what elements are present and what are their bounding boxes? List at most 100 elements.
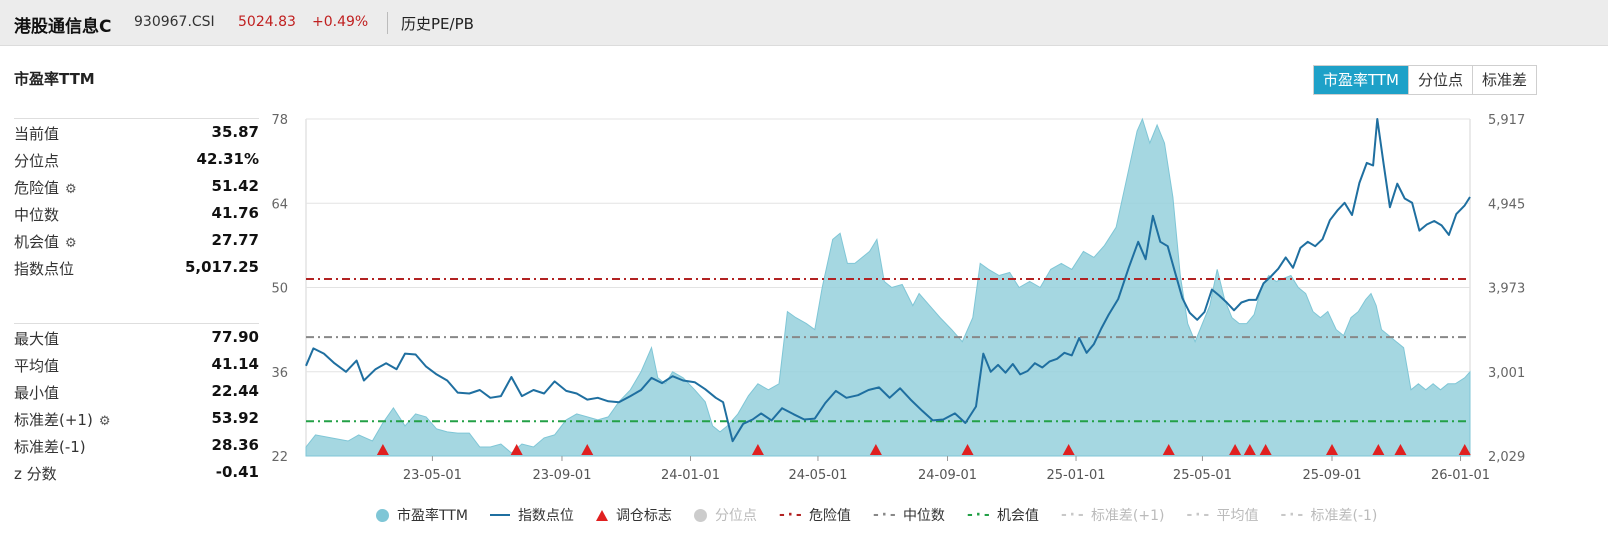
rebalance-marker <box>1243 444 1256 455</box>
legend-item[interactable]: 分位点 <box>693 505 757 525</box>
header-bar: 港股通信息C 930967.CSI 5024.83 +0.49% 历史PE/PB <box>0 0 1608 46</box>
legend-marker: - · - <box>1186 507 1210 523</box>
legend-item[interactable]: - · - 标准差(-1) <box>1281 505 1378 525</box>
stat-label: 当前值 <box>14 125 60 143</box>
x-tick-label: 25-09-01 <box>1302 468 1361 483</box>
legend-label: 市盈率TTM <box>397 508 468 524</box>
y-right-tick-label: 3,001 <box>1488 366 1525 381</box>
legend-item[interactable]: 市盈率TTM <box>376 505 468 525</box>
legend-marker: - · - <box>872 507 896 523</box>
stat-label: 机会值 ⚙ <box>14 233 77 251</box>
y-right-tick-label: 5,917 <box>1488 113 1525 128</box>
legend-marker <box>693 508 707 522</box>
stat-row: 平均值 41.14 <box>14 351 259 378</box>
stat-value: 22.44 <box>211 382 259 400</box>
stat-row: z 分数 -0.41 <box>14 459 259 486</box>
legend-label: 中位数 <box>902 508 945 524</box>
tab-pe-ttm[interactable]: 市盈率TTM <box>1314 66 1409 94</box>
index-price: 5024.83 <box>238 14 296 30</box>
stat-label: z 分数 <box>14 465 57 483</box>
rebalance-marker <box>1259 444 1272 455</box>
stat-value: 53.92 <box>211 409 259 427</box>
gear-icon[interactable]: ⚙ <box>98 414 111 429</box>
legend-item[interactable]: - · - 危险值 <box>779 505 851 525</box>
legend-marker: - · - <box>1280 507 1304 523</box>
legend-item[interactable]: 调仓标志 <box>595 505 672 525</box>
chart-legend: 市盈率TTM 指数点位 调仓标志 分位点 - · - 危险值 - · - 中位数 - · - 机会… <box>376 504 1399 526</box>
gear-icon[interactable]: ⚙ <box>65 182 77 197</box>
legend-item[interactable]: - · - 机会值 <box>967 505 1039 525</box>
rebalance-marker <box>1458 444 1471 455</box>
metric-tabs: 市盈率TTM 分位点 标准差 <box>1313 65 1538 95</box>
legend-label: 危险值 <box>808 508 851 524</box>
tab-percentile[interactable]: 分位点 <box>1408 66 1473 94</box>
index-change: +0.49% <box>312 14 369 30</box>
y-left-tick-label: 36 <box>271 366 288 381</box>
stat-row: 标准差(-1) 28.36 <box>14 432 259 459</box>
pe-ttm-area <box>305 117 1471 457</box>
stat-row: 中位数 41.76 <box>14 200 259 227</box>
legend-marker: - · - <box>1060 507 1084 523</box>
history-pe-pb-link[interactable]: 历史PE/PB <box>401 15 474 33</box>
legend-marker <box>595 509 608 521</box>
rebalance-marker <box>581 444 594 455</box>
legend-item[interactable]: - · - 中位数 <box>873 505 945 525</box>
stat-value: 42.31% <box>196 150 259 168</box>
stat-row: 分位点 42.31% <box>14 146 259 173</box>
legend-item[interactable]: - · - 标准差(+1) <box>1061 505 1165 525</box>
legend-label: 指数点位 <box>517 508 574 524</box>
stat-label: 标准差(+1) ⚙ <box>14 411 111 429</box>
stat-value: 35.87 <box>211 123 259 141</box>
header-divider <box>387 12 388 34</box>
stat-row: 危险值 ⚙ 51.42 <box>14 173 259 200</box>
stat-label: 分位点 <box>14 152 60 170</box>
pe-chart: 22 36 50 64 78 2,029 3,001 3,973 4,945 5,917 23-05… <box>271 113 1525 483</box>
x-tick-label: 23-09-01 <box>532 468 591 483</box>
stat-value: 77.90 <box>211 328 259 346</box>
stat-label: 最小值 <box>14 384 60 402</box>
stat-row: 最小值 22.44 <box>14 378 259 405</box>
legend-label: 调仓标志 <box>615 508 672 524</box>
legend-label: 分位点 <box>714 508 757 524</box>
x-tick-label: 24-01-01 <box>661 468 720 483</box>
stat-label: 危险值 ⚙ <box>14 179 77 197</box>
rebalance-marker <box>869 444 882 455</box>
legend-label: 平均值 <box>1216 508 1259 524</box>
gear-icon[interactable]: ⚙ <box>65 236 77 251</box>
legend-item[interactable]: 指数点位 <box>489 505 574 525</box>
legend-marker <box>489 514 510 516</box>
stat-label: 平均值 <box>14 357 60 375</box>
rebalance-marker <box>376 444 389 455</box>
legend-label: 机会值 <box>996 508 1039 524</box>
index-name: 港股通信息C <box>14 17 112 37</box>
stat-label: 中位数 <box>14 206 60 224</box>
stat-value: 41.14 <box>211 355 259 373</box>
stat-row: 指数点位 5,017.25 <box>14 254 259 281</box>
y-left-tick-label: 22 <box>271 450 288 465</box>
stat-value: 27.77 <box>211 231 259 249</box>
rebalance-marker <box>1394 444 1407 455</box>
rebalance-marker <box>961 444 974 455</box>
stat-label: 最大值 <box>14 330 60 348</box>
y-right-tick-label: 3,973 <box>1488 282 1525 297</box>
tab-std-dev[interactable]: 标准差 <box>1472 66 1537 94</box>
legend-item[interactable]: - · - 平均值 <box>1187 505 1259 525</box>
legend-label: 标准差(-1) <box>1310 508 1378 524</box>
y-right-tick-label: 4,945 <box>1488 197 1525 212</box>
legend-marker: - · - <box>966 507 990 523</box>
x-tick-label: 26-01-01 <box>1431 468 1490 483</box>
stat-row: 标准差(+1) ⚙ 53.92 <box>14 405 259 432</box>
x-tick-label: 24-09-01 <box>918 468 977 483</box>
rebalance-marker <box>1372 444 1385 455</box>
index-level-line <box>305 118 1471 443</box>
stat-value: 5,017.25 <box>184 258 259 276</box>
rebalance-marker <box>1326 444 1339 455</box>
y-left-tick-label: 50 <box>271 282 288 297</box>
rebalance-marker <box>751 444 764 455</box>
y-right-tick-label: 2,029 <box>1488 450 1525 465</box>
legend-marker: - · - <box>778 507 802 523</box>
panel-title: 市盈率TTM <box>14 70 95 88</box>
y-left-tick-label: 78 <box>271 113 288 128</box>
legend-label: 标准差(+1) <box>1090 508 1165 524</box>
rebalance-marker <box>1062 444 1075 455</box>
